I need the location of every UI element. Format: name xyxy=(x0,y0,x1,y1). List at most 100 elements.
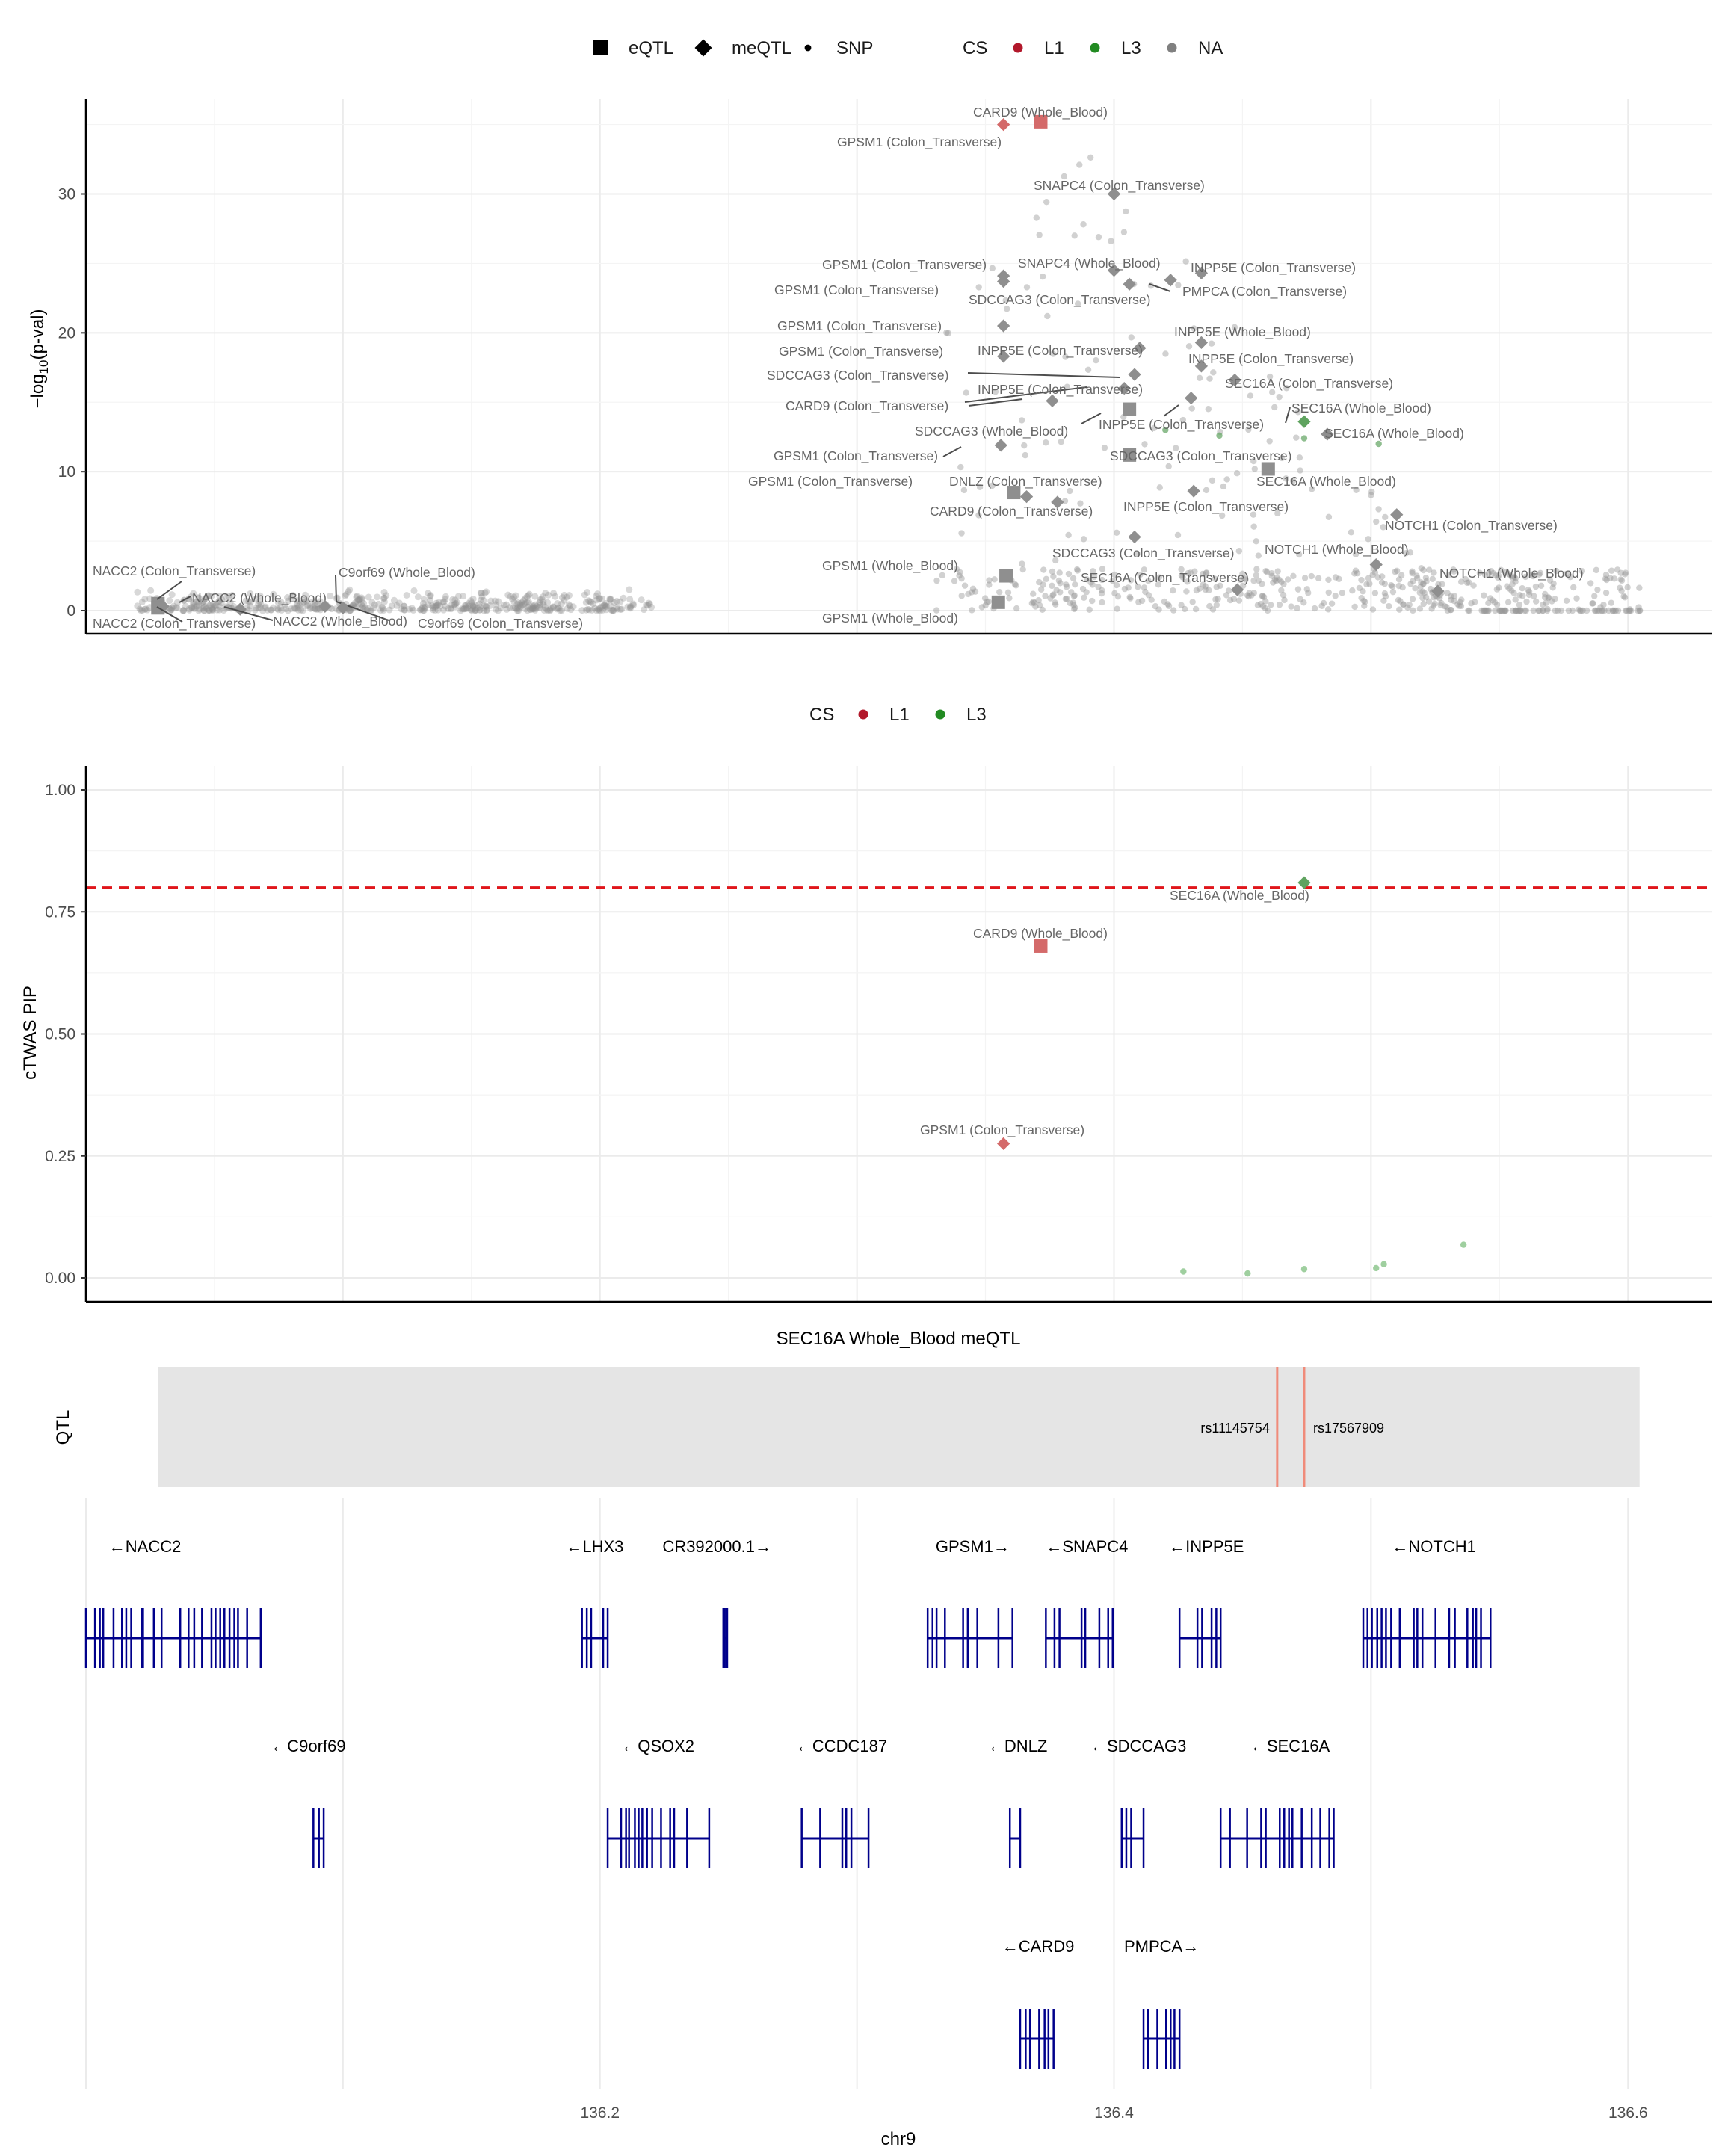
snp-point xyxy=(1064,383,1070,390)
pip-point xyxy=(997,1137,1010,1151)
snp-point xyxy=(293,596,300,604)
snp-point xyxy=(1507,572,1514,580)
snp-point xyxy=(1609,607,1617,614)
snp-point xyxy=(1080,221,1087,228)
snp-point xyxy=(251,606,259,614)
snp-point xyxy=(590,600,597,608)
snp-point xyxy=(1441,603,1448,610)
snp-point xyxy=(288,595,295,602)
snp-point xyxy=(141,596,149,603)
snp-point xyxy=(380,594,388,602)
snp-point xyxy=(188,604,196,611)
snp-point xyxy=(468,599,475,607)
snp-point xyxy=(522,599,529,607)
snp-point xyxy=(565,592,573,599)
snp-point xyxy=(480,607,487,614)
snp-point xyxy=(1141,441,1148,448)
snp-point xyxy=(383,592,390,599)
snp-point xyxy=(540,607,548,614)
snp-point xyxy=(646,600,653,608)
snp-point xyxy=(1178,602,1185,608)
snp-point xyxy=(1406,601,1413,608)
snp-point xyxy=(1425,566,1433,573)
snp-point xyxy=(1466,607,1473,614)
snp-point xyxy=(345,588,352,596)
snp-point xyxy=(1353,487,1360,493)
qtl-point-label: GPSM1 (Colon_Transverse) xyxy=(822,257,987,273)
gene-model xyxy=(926,1608,1013,1668)
snp-point xyxy=(1516,607,1524,614)
snp-point xyxy=(418,605,425,612)
snp-point xyxy=(1150,424,1158,432)
qtl-point xyxy=(1390,508,1404,522)
qtl-point-label: GPSM1 (Colon_Transverse) xyxy=(748,474,913,489)
snp-point xyxy=(478,593,486,600)
snp-point xyxy=(1428,605,1435,612)
pip-point-label: SEC16A (Whole_Blood) xyxy=(1170,888,1309,904)
snp-point xyxy=(312,602,319,609)
snp-point xyxy=(1510,575,1516,582)
snp-point xyxy=(138,607,146,614)
gene-label: ←C9orf69 xyxy=(271,1737,345,1755)
snp-point xyxy=(1491,599,1499,606)
legend-label-cs2-l3: L3 xyxy=(966,705,987,725)
snp-point xyxy=(1425,598,1433,605)
snp-point xyxy=(427,597,434,605)
snp-point xyxy=(1521,607,1528,614)
snp-point xyxy=(245,598,253,605)
snp-point xyxy=(1481,592,1487,599)
snp-point xyxy=(1325,513,1333,521)
snp-point xyxy=(1371,590,1379,596)
snp-point xyxy=(1202,583,1209,590)
snp-point xyxy=(203,605,210,612)
gene-model xyxy=(1219,1808,1335,1868)
snp-point xyxy=(611,599,618,606)
snp-point xyxy=(472,607,479,614)
snp-point xyxy=(1512,607,1519,614)
snp-point xyxy=(477,590,484,597)
qtl-point xyxy=(1107,187,1121,201)
snp-point xyxy=(524,599,531,606)
snp-point xyxy=(191,598,198,605)
snp-point xyxy=(1101,445,1108,451)
snp-point xyxy=(1260,593,1268,601)
snp-point xyxy=(981,595,989,602)
snp-point xyxy=(1517,607,1524,614)
snp-point xyxy=(522,595,529,602)
snp-point xyxy=(1502,607,1509,614)
snp-point xyxy=(1325,576,1332,584)
snp-point xyxy=(1200,570,1206,578)
snp-point xyxy=(1332,574,1339,581)
snp-point xyxy=(643,601,650,608)
snp-point xyxy=(500,601,507,608)
snp-point xyxy=(1049,568,1056,575)
snp-point xyxy=(294,605,301,612)
snp-point xyxy=(193,602,200,610)
snp-point xyxy=(1196,374,1203,381)
snp-point xyxy=(1558,607,1564,614)
snp-point xyxy=(1509,607,1516,614)
snp-point xyxy=(440,598,448,605)
snp-point xyxy=(1031,599,1038,606)
snp-point xyxy=(190,605,197,612)
snp-point xyxy=(1071,605,1078,613)
snp-point xyxy=(1351,603,1358,611)
snp-point xyxy=(1217,582,1223,590)
snp-point xyxy=(1497,607,1504,614)
snp-point xyxy=(469,602,477,609)
snp-point xyxy=(282,605,289,613)
snp-point xyxy=(454,599,461,607)
snp-point xyxy=(1263,569,1271,575)
legend-key-eqtl xyxy=(593,40,608,55)
snp-point xyxy=(600,601,608,608)
gene-label: ←LHX3 xyxy=(566,1537,623,1556)
snp-point xyxy=(1620,593,1627,600)
snp-point xyxy=(403,591,410,599)
snp-point xyxy=(602,606,610,614)
snp-point xyxy=(1485,607,1493,614)
snp-point xyxy=(433,602,440,610)
snp-point xyxy=(1209,606,1217,613)
qtl-point-label: SNAPC4 (Colon_Transverse) xyxy=(1034,178,1205,194)
gene-model xyxy=(1019,2009,1055,2069)
